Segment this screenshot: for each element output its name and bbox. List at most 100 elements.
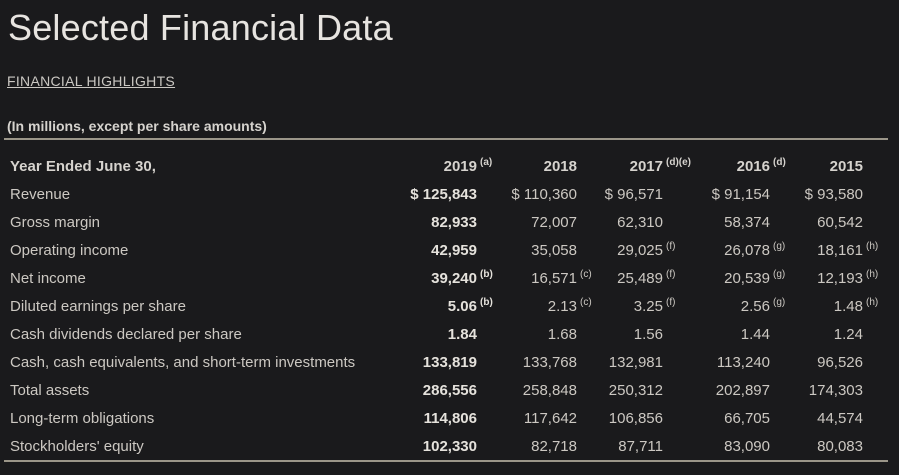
row-label: Net income <box>10 269 86 287</box>
cell-footnote-2018 <box>577 180 600 186</box>
cell-value-2019: 82,933 <box>431 213 477 231</box>
table-header-row: Year Ended June 30, 2019 (a) 2018 2017 (… <box>0 152 899 180</box>
cell-footnote-2017 <box>663 348 700 354</box>
cell-footnote-2015 <box>863 180 899 186</box>
cell-value-2017: 25,489 <box>617 269 663 287</box>
cell-footnote-2015 <box>863 208 899 214</box>
cell-footnote-2019: (b) <box>480 297 493 309</box>
table-body: Revenue $ 125,843 $ 110,360 $ 96,571 $ 9… <box>0 180 899 460</box>
year-header-2017-footnote: (d)(e) <box>666 157 691 169</box>
cell-value-2015: 1.24 <box>833 325 863 343</box>
table-row: Operating income 42,959 35,058 29,025 (f… <box>0 236 899 264</box>
cell-footnote-2016 <box>770 348 792 354</box>
cell-footnote-2017 <box>663 404 700 410</box>
table-row: Long-term obligations 114,806 117,642 10… <box>0 404 899 432</box>
cell-footnote-2018 <box>577 236 600 242</box>
cell-value-2015: 60,542 <box>817 213 863 231</box>
page-title: Selected Financial Data <box>8 7 393 48</box>
financial-data-table: Year Ended June 30, 2019 (a) 2018 2017 (… <box>0 152 899 463</box>
cell-footnote-2017 <box>663 376 700 382</box>
cell-footnote-2018 <box>577 320 600 326</box>
cell-footnote-2016 <box>770 404 792 410</box>
cell-value-2017: $ 96,571 <box>604 185 663 203</box>
cell-value-2015: 96,526 <box>817 353 863 371</box>
cell-footnote-2019 <box>477 320 500 326</box>
cell-footnote-2017: (f) <box>666 297 676 309</box>
year-header-2018: 2018 <box>543 157 577 175</box>
cell-value-2016: 1.44 <box>740 325 770 343</box>
cell-value-2017: 132,981 <box>608 353 663 371</box>
cell-value-2018: 133,768 <box>522 353 577 371</box>
cell-value-2019: 102,330 <box>422 437 477 455</box>
cell-footnote-2015 <box>863 320 899 326</box>
year-header-2015: 2015 <box>829 157 863 175</box>
cell-value-2018: 72,007 <box>531 213 577 231</box>
financial-highlights-link[interactable]: FINANCIAL HIGHLIGHTS <box>7 73 176 90</box>
units-note: (In millions, except per share amounts) <box>7 118 267 135</box>
table-row: Cash, cash equivalents, and short-term i… <box>0 348 899 376</box>
cell-footnote-2016 <box>770 320 792 326</box>
cell-value-2017: 29,025 <box>617 241 663 259</box>
cell-footnote-2019 <box>477 208 500 214</box>
cell-value-2016: 26,078 <box>724 241 770 259</box>
cell-value-2015: 44,574 <box>817 409 863 427</box>
cell-value-2017: 62,310 <box>617 213 663 231</box>
cell-value-2019: 42,959 <box>431 241 477 259</box>
row-label: Gross margin <box>10 213 101 231</box>
cell-value-2019: 286,556 <box>422 381 477 399</box>
row-label: Stockholders' equity <box>10 437 144 455</box>
row-label: Total assets <box>10 381 90 399</box>
cell-footnote-2018: (c) <box>580 297 592 309</box>
cell-footnote-2015 <box>863 376 899 382</box>
cell-footnote-2015 <box>863 348 899 354</box>
cell-value-2015: 12,193 <box>817 269 863 287</box>
table-row: Total assets 286,556 258,848 250,312 202… <box>0 376 899 404</box>
cell-value-2018: 1.68 <box>547 325 577 343</box>
highlights-link-row: FINANCIAL HIGHLIGHTS <box>7 73 899 91</box>
cell-value-2017: 3.25 <box>633 297 663 315</box>
cell-footnote-2016 <box>770 376 792 382</box>
cell-footnote-2017 <box>663 180 700 186</box>
cell-footnote-2019 <box>477 432 500 438</box>
cell-footnote-2019 <box>477 348 500 354</box>
cell-footnote-2019: (b) <box>480 269 493 281</box>
table-row: Cash dividends declared per share 1.84 1… <box>0 320 899 348</box>
cell-value-2016: $ 91,154 <box>711 185 770 203</box>
table-row: Gross margin 82,933 72,007 62,310 58,374… <box>0 208 899 236</box>
table-header-label: Year Ended June 30, <box>10 157 156 175</box>
cell-footnote-2019 <box>477 376 500 382</box>
year-header-2018-footnote <box>577 152 600 158</box>
cell-footnote-2018 <box>577 376 600 382</box>
cell-value-2018: 82,718 <box>531 437 577 455</box>
cell-footnote-2016 <box>770 208 792 214</box>
cell-value-2016: 2.56 <box>740 297 770 315</box>
cell-value-2018: 35,058 <box>531 241 577 259</box>
cell-footnote-2017 <box>663 208 700 214</box>
cell-footnote-2015: (h) <box>866 297 879 309</box>
cell-footnote-2016 <box>770 432 792 438</box>
table-row: Net income 39,240 (b) 16,571 (c) 25,489 … <box>0 264 899 292</box>
cell-value-2016: 66,705 <box>724 409 770 427</box>
cell-value-2018: 16,571 <box>531 269 577 287</box>
cell-value-2017: 250,312 <box>608 381 663 399</box>
cell-value-2016: 202,897 <box>715 381 770 399</box>
year-header-2016: 2016 <box>736 157 770 175</box>
cell-value-2019: 39,240 <box>431 269 477 287</box>
cell-value-2019: 1.84 <box>447 325 477 343</box>
cell-footnote-2016: (g) <box>773 269 786 281</box>
table-row: Revenue $ 125,843 $ 110,360 $ 96,571 $ 9… <box>0 180 899 208</box>
cell-footnote-2019 <box>477 236 500 242</box>
cell-footnote-2019 <box>477 404 500 410</box>
cell-footnote-2018 <box>577 432 600 438</box>
cell-value-2015: 1.48 <box>833 297 863 315</box>
cell-footnote-2015 <box>863 404 899 410</box>
row-label: Revenue <box>10 185 71 203</box>
cell-value-2018: 2.13 <box>547 297 577 315</box>
cell-footnote-2017: (f) <box>666 269 676 281</box>
row-label: Cash, cash equivalents, and short-term i… <box>10 353 356 371</box>
year-header-2019-footnote: (a) <box>480 157 493 169</box>
year-header-2017: 2017 <box>629 157 663 175</box>
cell-footnote-2019 <box>477 180 500 186</box>
cell-value-2017: 106,856 <box>608 409 663 427</box>
cell-footnote-2016: (g) <box>773 297 786 309</box>
